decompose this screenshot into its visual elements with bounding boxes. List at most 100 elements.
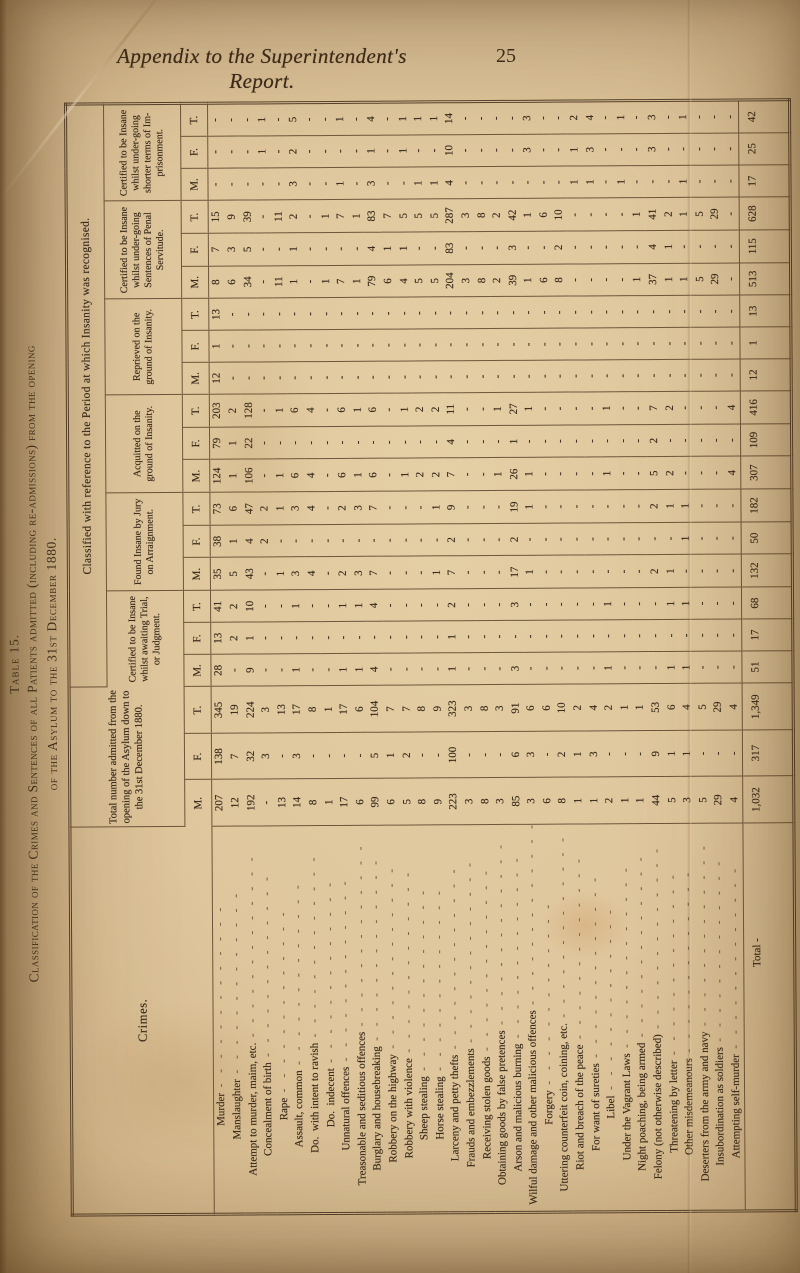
value-cell: - (443, 329, 460, 361)
value-cell: - (630, 391, 647, 425)
value-cell: 192 (243, 779, 260, 827)
value-cell: - (661, 359, 678, 392)
value-cell: - (630, 295, 647, 328)
value-cell: - (381, 360, 398, 394)
page-edge-shadow (0, 0, 7, 1273)
value-cell: - (710, 730, 727, 777)
value-cell: 79 (365, 264, 381, 298)
value-cell: 100 (445, 732, 462, 778)
value-cell: - (551, 101, 567, 134)
value-cell: - (350, 361, 366, 394)
value-cell: 2 (570, 684, 587, 732)
value-cell: - (208, 168, 225, 201)
value-cell: 1 (600, 457, 616, 490)
value-cell: - (630, 327, 647, 360)
value-cell: - (474, 328, 491, 361)
value-cell: 1 (426, 166, 443, 200)
value-cell: 17 (337, 778, 353, 826)
value-cell: - (617, 731, 634, 777)
value-cell: 1 (317, 199, 334, 233)
value-cell: - (349, 232, 366, 265)
value-cell: - (489, 231, 506, 265)
value-cell: 115 (739, 229, 791, 263)
value-cell: - (584, 392, 600, 425)
value-cell: 2 (646, 424, 663, 458)
value-cell: - (554, 620, 571, 653)
value-cell: - (522, 523, 539, 556)
value-cell: - (632, 651, 649, 684)
value-cell: - (648, 651, 664, 684)
paper-stain (540, 890, 630, 960)
value-cell: 51 (742, 650, 794, 684)
value-cell: 17 (336, 685, 353, 733)
value-cell: - (725, 522, 742, 555)
value-cell: - (598, 198, 615, 231)
paper-stain (70, 1000, 290, 1160)
value-cell: 8 (414, 685, 431, 733)
value-cell: - (414, 652, 431, 686)
value-cell: - (661, 327, 678, 360)
value-cell: 132 (741, 553, 793, 588)
value-cell: - (599, 424, 616, 458)
value-cell: - (458, 231, 475, 265)
value-cell: - (567, 296, 584, 329)
value-cell: - (692, 327, 709, 360)
value-cell: - (382, 556, 399, 590)
value-cell: - (631, 424, 647, 458)
value-cell: - (629, 230, 646, 264)
value-cell: 416 (740, 390, 792, 424)
value-cell: - (723, 164, 740, 198)
value-cell: - (459, 392, 476, 426)
value-cell: - (553, 424, 569, 458)
value-cell: - (491, 620, 508, 653)
value-cell: - (646, 327, 662, 360)
value-cell: - (258, 622, 274, 655)
value-cell: - (535, 101, 552, 134)
value-cell: 1 (286, 232, 303, 266)
value-cell: - (381, 329, 397, 362)
value-cell: - (537, 490, 554, 524)
value-cell: 8 (305, 685, 322, 734)
value-cell: 1 (662, 489, 679, 523)
value-cell: - (710, 587, 726, 620)
value-cell: 1 (663, 587, 680, 620)
value-cell: 44 (648, 776, 665, 824)
value-cell: - (397, 524, 414, 557)
group-header-shorter-imprisonment: Certified to be Insane whilst under-goin… (103, 103, 182, 202)
value-cell: - (616, 651, 633, 684)
value-cell: 1 (242, 622, 259, 655)
value-cell: - (707, 230, 724, 263)
classified-header: Classified with reference to the Period … (65, 103, 108, 688)
value-cell: - (270, 102, 287, 136)
value-cell: - (521, 328, 538, 361)
value-cell: - (709, 489, 726, 523)
value-cell: 1 (663, 651, 680, 684)
value-cell: - (321, 732, 338, 779)
value-cell: - (708, 295, 725, 328)
value-cell: 3 (224, 233, 241, 266)
value-cell: - (647, 619, 664, 652)
value-cell: - (521, 425, 538, 458)
value-cell: 19 (227, 686, 244, 734)
value-cell: - (489, 166, 506, 199)
value-cell: - (725, 619, 743, 652)
value-cell: 6 (352, 685, 368, 733)
value-cell: - (380, 167, 396, 200)
value-cell: - (207, 135, 225, 169)
value-cell: - (632, 619, 649, 652)
value-cell: 2 (413, 458, 429, 492)
value-cell: - (614, 263, 631, 296)
value-cell: - (320, 653, 337, 686)
value-cell: 1 (380, 232, 397, 265)
value-cell: - (694, 651, 711, 684)
value-cell: 6 (523, 684, 540, 732)
value-cell: 1 (661, 262, 678, 296)
value-cell: 4 (444, 425, 460, 459)
value-cell: - (429, 523, 445, 557)
value-cell: - (379, 102, 396, 135)
value-cell: - (692, 295, 709, 328)
value-cell: - (412, 297, 428, 330)
value-cell: - (334, 329, 351, 362)
value-cell: - (615, 424, 632, 458)
